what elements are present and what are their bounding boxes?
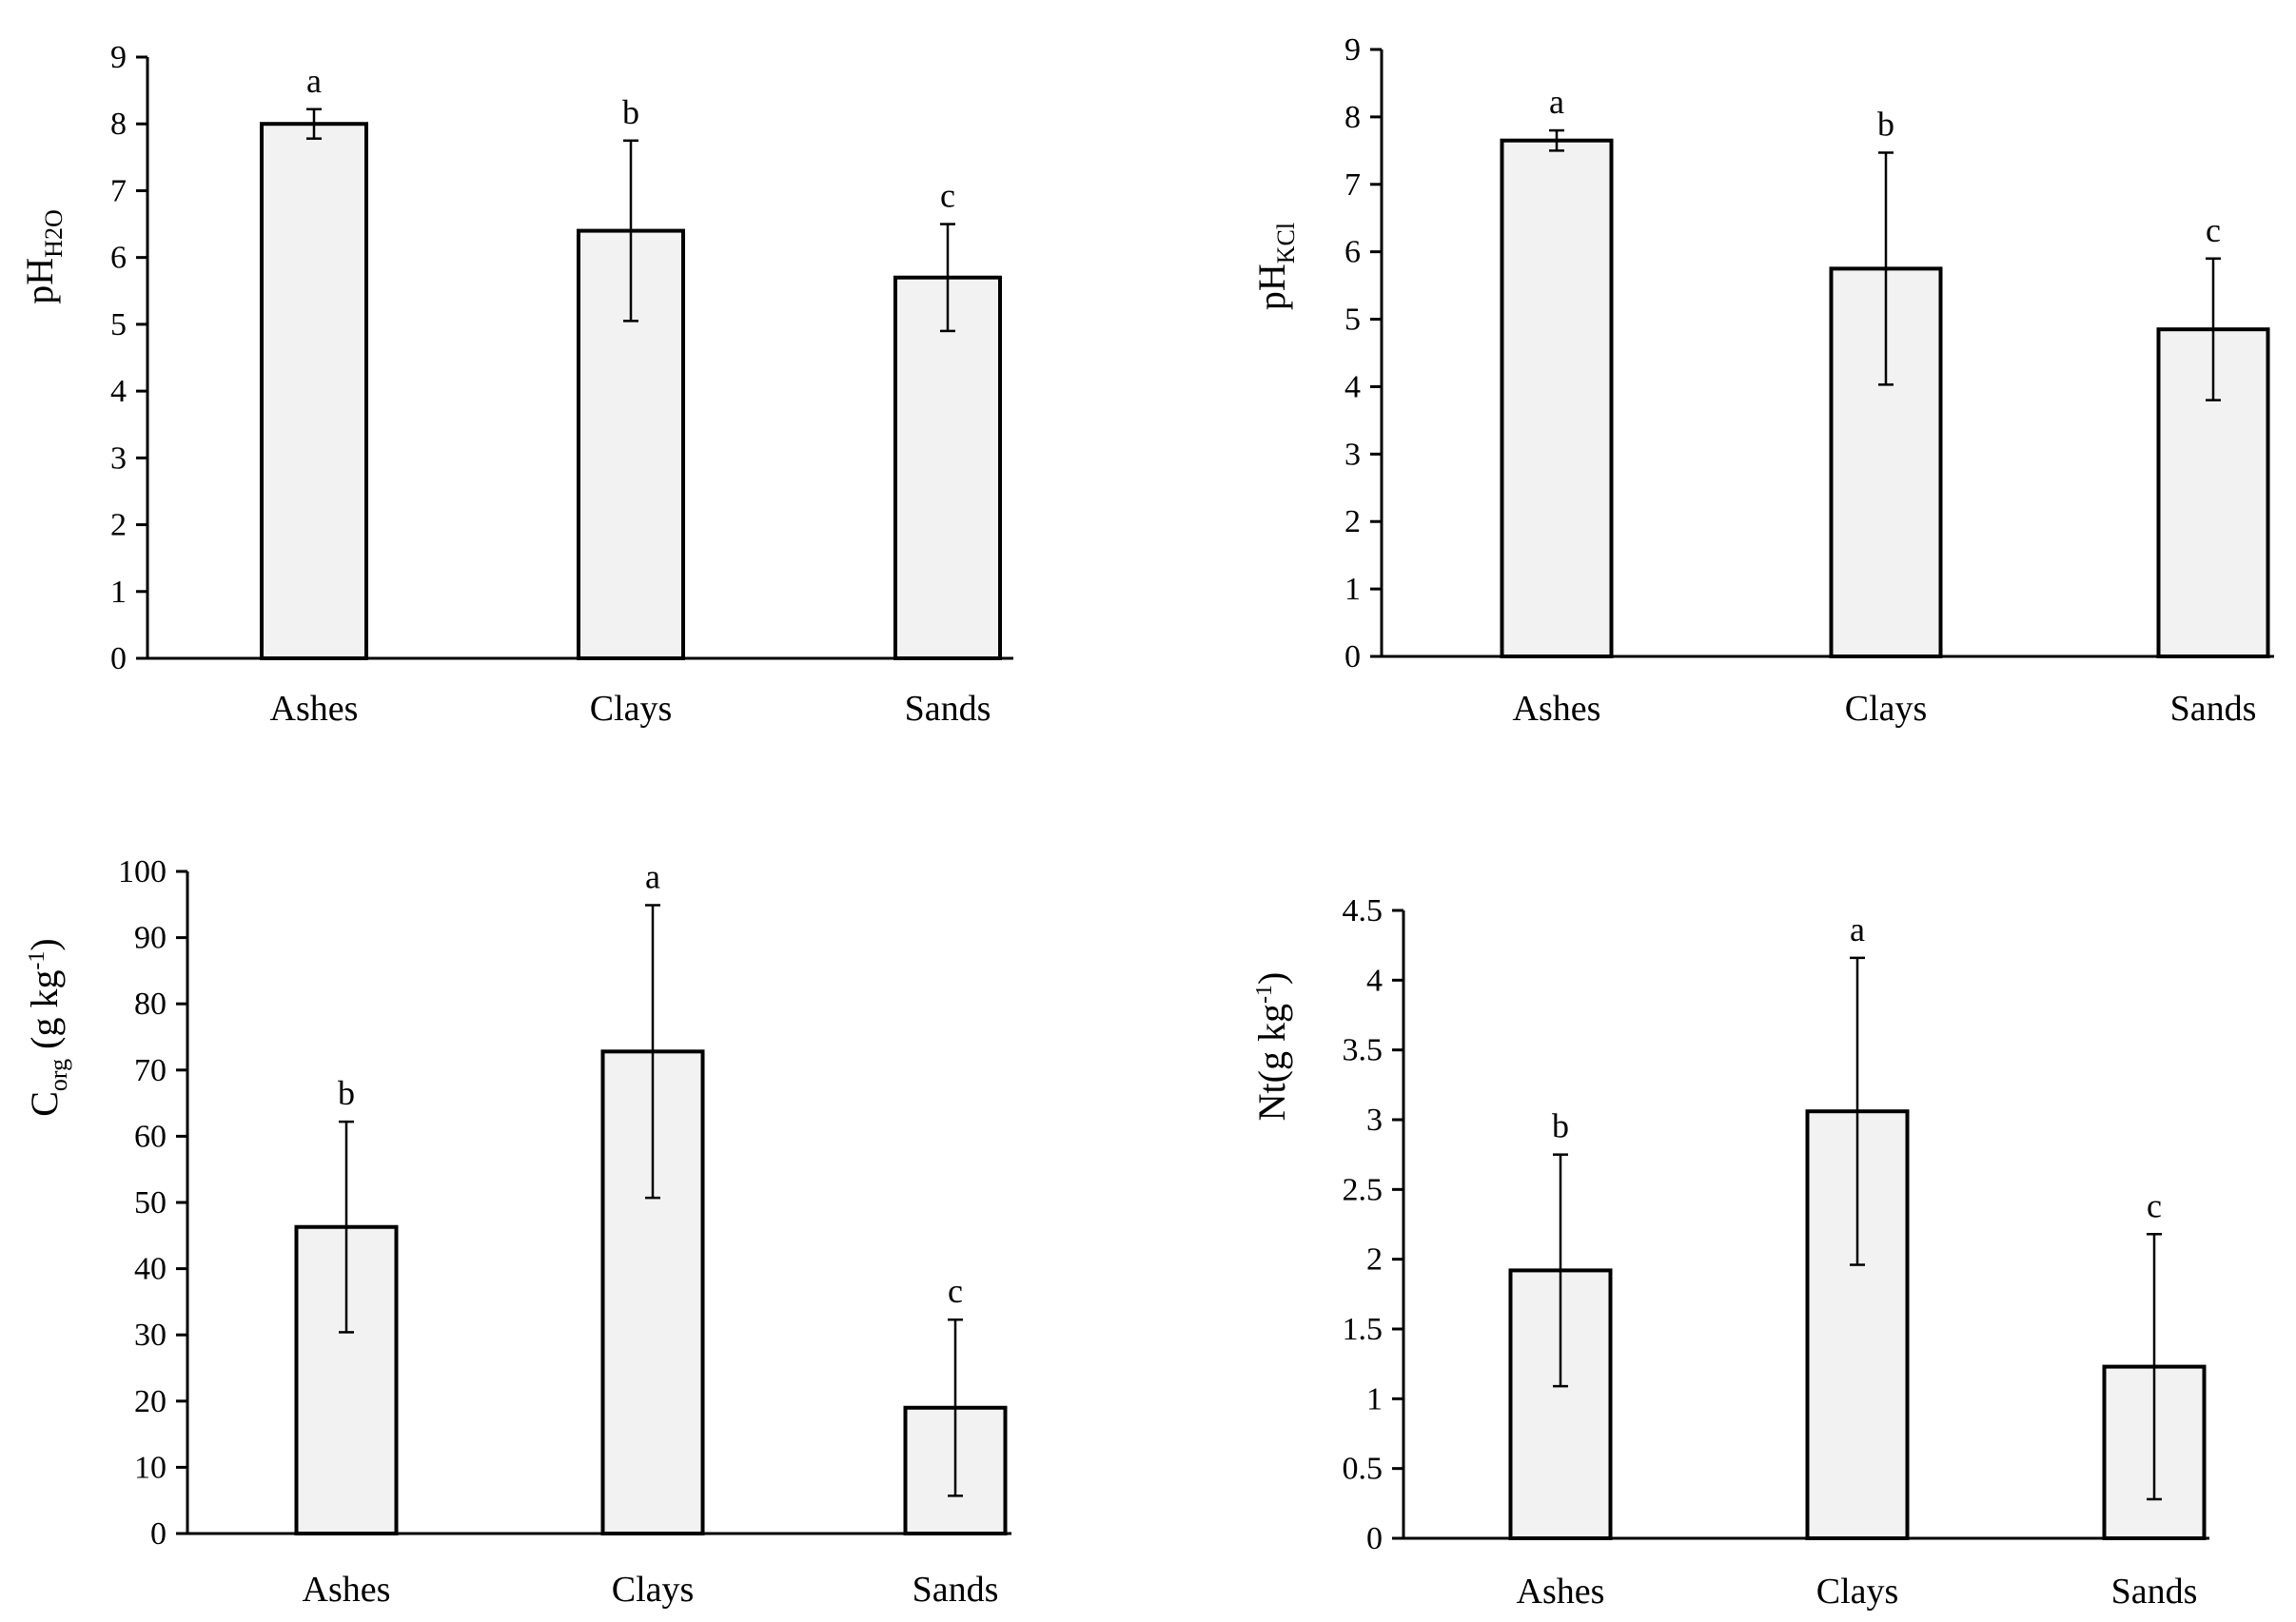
category-label: Clays [1845,689,1928,729]
y-title-subscript: KCl [1272,223,1300,264]
y-tick-label: 70 [134,1053,167,1088]
y-title-close: ) [1250,972,1293,985]
significance-letter: c [2147,1186,2162,1224]
category-label: Sands [913,1570,999,1610]
significance-letter: a [1850,910,1865,948]
y-tick-label: 0 [1344,639,1361,674]
y-tick-label: 0.5 [1343,1452,1383,1487]
y-axis-title: Nt(g kg-1) [1250,972,1293,1122]
y-title-unit: (g kg [23,970,66,1059]
y-axis-title: pHH2O [18,209,68,303]
y-axis-title: pHKCl [1250,223,1300,310]
y-title-main: pH [1250,264,1293,310]
y-title-close: ) [23,938,66,950]
y-tick-label: 3 [110,440,127,476]
y-tick-label: 90 [134,921,167,956]
category-label: Sands [905,689,991,729]
y-tick-label: 1 [110,575,127,610]
y-tick-label: 2 [1344,504,1361,539]
y-tick-label: 50 [134,1185,167,1221]
y-tick-label: 3.5 [1343,1033,1383,1068]
y-tick-label: 2 [1366,1242,1383,1278]
chart-panel-4: 0 0.5 1 1.5 2 2.5 3 3.5 4 4.5 b Ashes a Clays c Sands Nt… [1250,893,2209,1612]
category-label: Clays [1816,1572,1899,1612]
y-title-main: pH [18,258,61,304]
y-tick-label: 100 [118,854,167,889]
chart-panel-2: 0 1 2 3 4 5 6 7 8 9 a Ashes b Clays c Sands pHKCl [1250,32,2274,729]
y-tick-label: 2 [110,508,127,543]
y-axis-title: Corg (g kg-1) [23,938,72,1117]
y-tick-label: 0 [150,1516,167,1552]
y-tick-label: 0 [1366,1521,1383,1556]
bar-ashes [260,122,368,660]
y-tick-label: 5 [1344,303,1361,338]
y-tick-label: 4 [110,374,127,409]
y-tick-label: 30 [134,1318,167,1353]
category-label: Clays [612,1570,695,1610]
y-tick-label: 80 [134,987,167,1022]
y-title-superscript: -1 [1252,985,1277,1004]
significance-letter: b [1877,105,1894,143]
y-tick-label: 10 [134,1450,167,1485]
significance-letter: b [622,93,639,131]
y-title-main: C [23,1091,66,1117]
bar-clays [1829,266,1943,658]
chart-panel-1: 0 1 2 3 4 5 6 7 8 9 a Ashes b Clays c Sands pHH2O [18,40,1013,729]
y-tick-label: 6 [1344,235,1361,270]
y-tick-label: 0 [110,641,127,676]
significance-letter: a [306,62,322,100]
y-tick-label: 3 [1344,437,1361,472]
y-tick-label: 3 [1366,1103,1383,1138]
y-tick-label: 8 [110,107,127,142]
y-title-unit: (g kg [1250,1004,1293,1083]
significance-letter: b [338,1074,355,1112]
y-title-subscript: H2O [40,209,68,258]
y-tick-label: 4 [1344,369,1361,404]
y-title-subscript: org [45,1059,72,1091]
y-tick-label: 1 [1344,572,1361,607]
significance-letter: b [1552,1107,1569,1145]
category-label: Clays [590,689,673,729]
y-tick-label: 9 [1344,32,1361,68]
bar-sands [893,275,1002,660]
y-tick-label: 20 [134,1384,167,1419]
category-label: Ashes [1517,1572,1605,1612]
y-tick-label: 7 [110,173,127,208]
y-tick-label: 1 [1366,1381,1383,1417]
y-tick-label: 9 [110,40,127,75]
category-label: Sands [2170,689,2257,729]
bar-ashes [1500,138,1614,658]
category-label: Sands [2111,1572,2198,1612]
y-tick-label: 4 [1366,963,1383,998]
significance-letter: c [2206,211,2221,249]
y-tick-label: 8 [1344,100,1361,135]
category-label: Ashes [303,1570,391,1610]
category-label: Ashes [1513,689,1601,729]
y-title-main: Nt [1250,1083,1293,1121]
significance-letter: c [948,1272,963,1310]
category-label: Ashes [270,689,359,729]
y-tick-label: 60 [134,1119,167,1154]
y-title-superscript: -1 [25,951,49,970]
y-tick-label: 1.5 [1343,1312,1383,1347]
chart-panel-3: 0 10 20 30 40 50 60 70 80 90 100 b Ashes a Clays c Sands… [23,854,1011,1610]
significance-letter: a [1549,83,1564,121]
y-tick-label: 6 [110,241,127,276]
y-tick-label: 5 [110,307,127,342]
y-tick-label: 7 [1344,167,1361,203]
y-tick-label: 2.5 [1343,1172,1383,1207]
y-tick-label: 4.5 [1343,893,1383,928]
significance-letter: c [940,177,955,215]
y-tick-label: 40 [134,1252,167,1287]
significance-letter: a [645,857,660,895]
